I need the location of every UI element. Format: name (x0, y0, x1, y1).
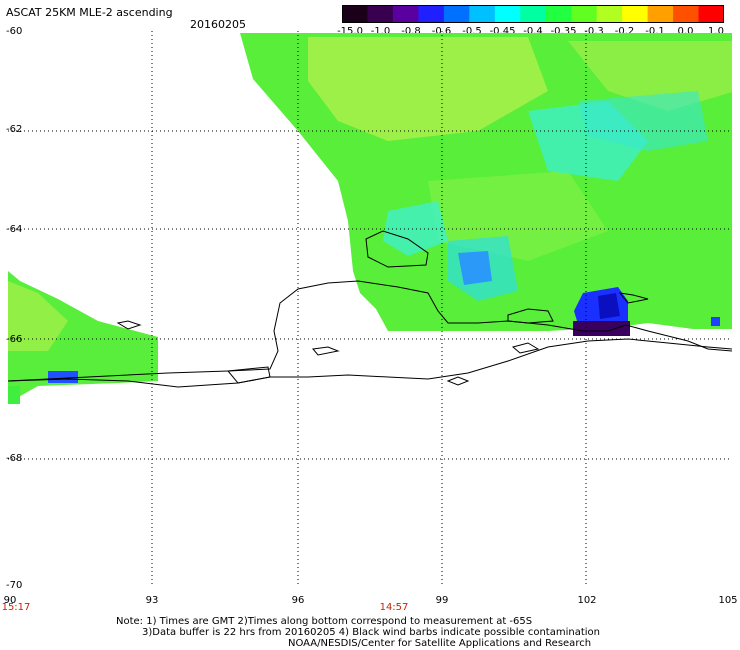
colorbar-swatch (545, 5, 572, 23)
map-date: 20160205 (190, 18, 246, 31)
colorbar-label: -1.0 (370, 26, 391, 37)
colorbar-label: -0.5 (462, 26, 482, 37)
time-label: 14:57 (379, 602, 409, 613)
lon-label: 105 (718, 595, 738, 606)
colorbar-label: -15.0 (337, 26, 363, 37)
map-plot (8, 31, 732, 587)
colorbar-swatch (647, 5, 674, 23)
colorbar-swatch (494, 5, 521, 23)
colorbar-label: -0.1 (645, 26, 665, 37)
colorbar-swatch (622, 5, 649, 23)
colorbar-label: -0.35 (550, 26, 577, 37)
colorbar-label: -0.4 (523, 26, 543, 37)
lat-label: -70 (6, 580, 23, 591)
colorbar-label: 1.0 (708, 26, 724, 37)
lon-label: 96 (291, 595, 305, 606)
colorbar-label: -0.8 (401, 26, 421, 37)
colorbar-label: 0.0 (677, 26, 694, 37)
colorbar-swatch (698, 5, 724, 23)
time-label: 15:17 (1, 602, 31, 613)
note-line: 3)Data buffer is 22 hrs from 20160205 4)… (142, 627, 600, 638)
colorbar-swatch (367, 5, 394, 23)
lat-label: -60 (6, 26, 23, 37)
lon-label: 93 (145, 595, 159, 606)
note-line: Note: 1) Times are GMT 2)Times along bot… (116, 616, 533, 627)
colorbar-swatch (342, 5, 368, 23)
colorbar-swatch (418, 5, 445, 23)
colorbar-swatch (520, 5, 547, 23)
swath-data (8, 33, 732, 404)
note-line: NOAA/NESDIS/Center for Satellite Applica… (288, 638, 592, 649)
colorbar-label: -0.2 (614, 26, 635, 37)
lat-label: -68 (6, 453, 23, 464)
lon-label: 90 (3, 595, 17, 606)
lat-label: -62 (6, 124, 23, 135)
map-title: ASCAT 25KM MLE-2 ascending (6, 6, 173, 19)
lon-label: 99 (435, 595, 449, 606)
colorbar (342, 5, 724, 23)
colorbar-swatch (571, 5, 598, 23)
grid-lines (8, 31, 732, 587)
footnotes: Note: 1) Times are GMT 2)Times along bot… (116, 616, 600, 649)
colorbar-label: -0.45 (489, 26, 516, 37)
lat-label: -66 (6, 334, 23, 345)
colorbar-swatch (596, 5, 623, 23)
coastline (8, 230, 732, 388)
lon-label: 102 (577, 595, 597, 606)
colorbar-swatch (673, 5, 700, 23)
colorbar-swatch (392, 5, 419, 23)
lat-label: -64 (6, 224, 23, 235)
colorbar-swatch (469, 5, 496, 23)
colorbar-swatch (443, 5, 470, 23)
colorbar-label: -0.3 (584, 26, 604, 37)
